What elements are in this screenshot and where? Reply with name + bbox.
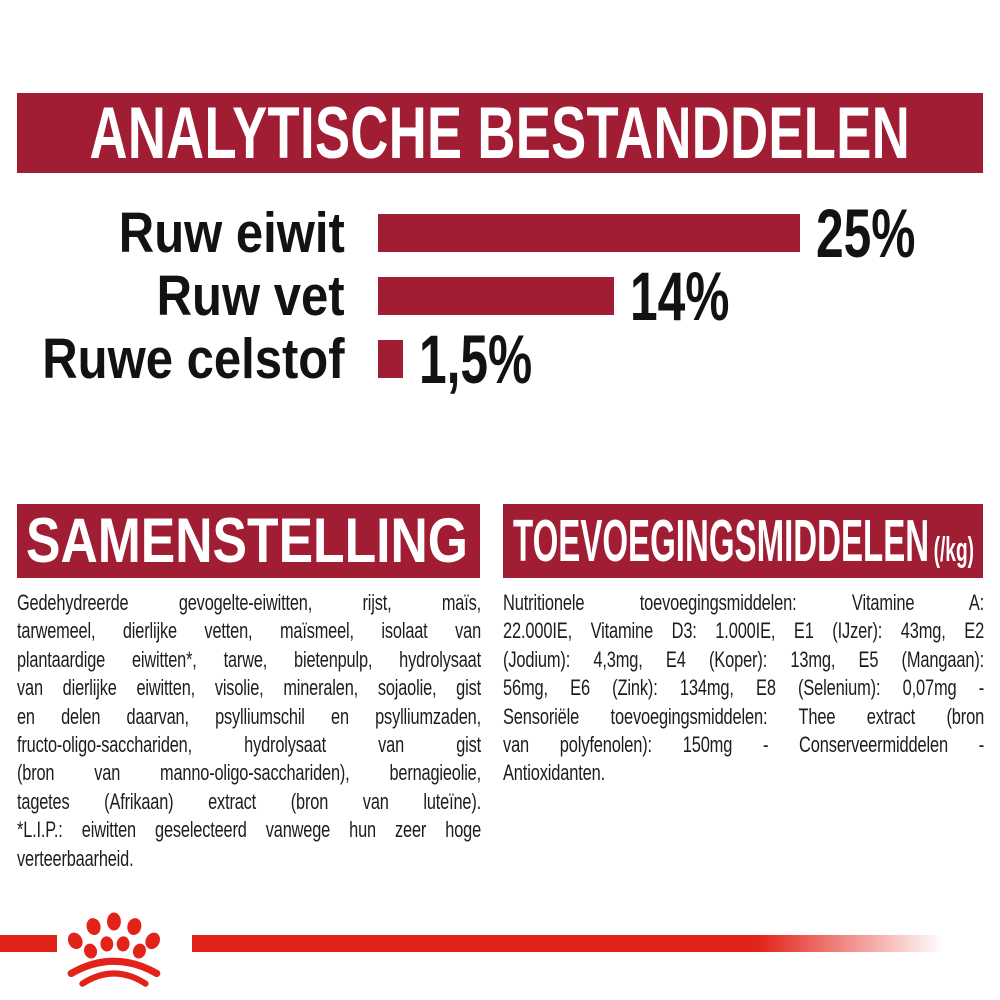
body-text-line: tagetes (Afrikaan) extract (bron van lut…: [17, 788, 481, 814]
toevoegingsmiddelen-title-text: TOEVOEGINGSMIDDELEN: [513, 508, 930, 574]
chart-category-label: Ruw eiwit: [118, 201, 345, 265]
samenstelling-text: Gedehydreerde gevogelte-eiwitten, rijst,…: [17, 589, 481, 873]
body-text-line: Antioxidanten.: [503, 760, 606, 786]
body-text-line: fructo-oligo-sacchariden, hydrolysaat va…: [17, 732, 481, 758]
toevoegingsmiddelen-text: Nutritionele toevoegingsmiddelen: Vitami…: [503, 589, 984, 788]
body-text-line: tarwemeel, dierlijke vetten, maïsmeel, i…: [17, 618, 481, 644]
per-kg-unit: (/kg): [933, 531, 975, 569]
body-text-line: van dierlijke eiwitten, visolie, mineral…: [17, 675, 481, 701]
footer-red-strip-right: [192, 935, 1000, 952]
toevoegingsmiddelen-header: TOEVOEGINGSMIDDELEN (/kg): [503, 504, 983, 578]
body-text-line: Nutritionele toevoegingsmiddelen: Vitami…: [503, 590, 985, 615]
chart-value-label: 1,5%: [419, 320, 533, 398]
chart-value-label: 25%: [816, 194, 916, 272]
body-text-line: (Jodium): 4,3mg, E4 (Koper): 13mg, E5 (M…: [503, 646, 985, 672]
chart-bar: [378, 214, 800, 252]
chart-row: Ruw vet 14%: [0, 257, 1000, 335]
body-text-line: verteerbaarheid.: [17, 845, 134, 871]
samenstelling-title: SAMENSTELLING: [26, 506, 468, 576]
chart-row: Ruw eiwit 25%: [0, 194, 1000, 272]
body-text-line: 56mg, E6 (Zink): 134mg, E8 (Selenium): 0…: [503, 675, 985, 701]
body-text-line: en delen daarvan, psylliumschil en psyll…: [17, 703, 481, 729]
chart-row: Ruwe celstof 1,5%: [0, 320, 1000, 398]
body-text-line: (bron van manno-oligo-sacchariden), bern…: [17, 760, 481, 786]
chart-value-label: 14%: [630, 257, 730, 335]
chart-bar: [378, 340, 404, 378]
chart-category-label: Ruwe celstof: [42, 327, 345, 391]
bar-chart: Ruw eiwit 25% Ruw vet 14% Ruwe celstof 1,5%: [0, 194, 1000, 424]
footer-red-strip-left: [0, 935, 57, 952]
body-text-line: Sensoriële toevoegingsmiddelen: Thee ext…: [503, 703, 985, 729]
analytical-constituents-banner: ANALYTISCHE BESTANDDELEN: [17, 92, 983, 174]
chart-category-label: Ruw vet: [157, 264, 345, 328]
royal-canin-crown-icon: [67, 912, 161, 987]
body-text-line: 22.000IE, Vitamine D3: 1.000IE, E1 (IJze…: [503, 618, 985, 644]
analytical-constituents-title: ANALYTISCHE BESTANDDELEN: [89, 92, 911, 174]
toevoegingsmiddelen-title: TOEVOEGINGSMIDDELEN (/kg): [513, 507, 974, 575]
body-text-line: van polyfenolen): 150mg - Conserveermidd…: [503, 732, 985, 758]
body-text-line: plantaardige eiwitten*, tarwe, bietenpul…: [17, 646, 481, 672]
body-text-line: *L.I.P.: eiwitten geselecteerd vanwege h…: [17, 817, 481, 843]
body-text-line: Gedehydreerde gevogelte-eiwitten, rijst,…: [17, 590, 481, 615]
chart-bar: [378, 277, 615, 315]
samenstelling-header: SAMENSTELLING: [17, 504, 480, 578]
